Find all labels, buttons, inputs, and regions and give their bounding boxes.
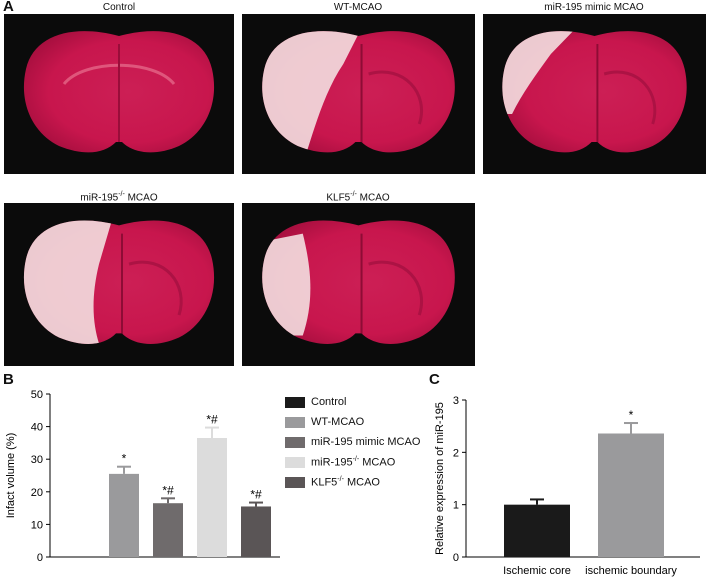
brain-section-photo <box>483 14 706 174</box>
y-tick-label: 20 <box>31 487 43 499</box>
photo-title: KLF5-/- MCAO <box>326 191 390 204</box>
significance-label: *# <box>162 483 174 497</box>
panel-c-letter: C <box>429 371 440 388</box>
legend-swatch <box>285 437 305 448</box>
legend-swatch <box>285 457 305 468</box>
legend-swatch <box>285 477 305 488</box>
category-label: ischemic boundary <box>585 565 677 577</box>
y-axis-label: Infact volume (%) <box>5 433 17 519</box>
legend-label: Control <box>311 396 347 408</box>
y-tick-label: 10 <box>31 519 43 531</box>
infarct-area <box>262 31 364 153</box>
y-tick-label: 1 <box>453 500 459 512</box>
y-tick-label: 2 <box>453 447 459 459</box>
photo-title: miR-195 mimic MCAO <box>544 2 644 13</box>
brain-section-photo <box>4 203 234 366</box>
legend-swatch <box>285 397 305 408</box>
photo-title: WT-MCAO <box>333 2 383 13</box>
y-tick-label: 0 <box>37 552 43 564</box>
y-tick-label: 50 <box>31 389 43 401</box>
brain-section-photo <box>4 14 234 174</box>
y-axis-label: Relative expression of miR-195 <box>434 402 446 555</box>
y-tick-label: 30 <box>31 454 43 466</box>
bar <box>598 433 664 557</box>
brain-section-photo <box>242 14 475 174</box>
y-tick-label: 40 <box>31 422 43 434</box>
legend-label: miR-195 mimic MCAO <box>311 436 421 448</box>
legend-label: KLF5-/- MCAO <box>311 476 380 489</box>
legend-label: miR-195-/- MCAO <box>311 456 396 469</box>
brain-tissue <box>262 220 455 344</box>
y-tick-label: 0 <box>453 552 459 564</box>
infarct-volume-chart: 0 10 20 30 40 50 Infact volume (%) * *# *# *# <box>5 389 280 564</box>
infarct-area <box>23 220 114 344</box>
category-label: Ischemic core <box>503 565 571 577</box>
significance-label: * <box>629 408 634 422</box>
infarct-area <box>262 233 311 336</box>
significance-label: * <box>122 452 127 466</box>
panel-b-letter: B <box>3 371 14 388</box>
brain-tissue <box>502 31 687 153</box>
bar <box>504 504 570 557</box>
significance-label: *# <box>250 488 262 502</box>
bar <box>241 506 271 557</box>
bar <box>153 503 183 557</box>
photo-title: miR-195-/- MCAO <box>80 191 158 204</box>
panel-a-letter: A <box>3 0 14 15</box>
bar <box>109 473 139 557</box>
legend-label: WT-MCAO <box>311 416 365 428</box>
brain-section-photo <box>242 203 475 366</box>
significance-label: *# <box>206 413 218 427</box>
y-tick-label: 3 <box>453 395 459 407</box>
bar <box>197 438 227 557</box>
legend-swatch <box>285 417 305 428</box>
mir195-expression-chart: 0 1 2 3 Relative expression of miR-195 Ischem… <box>434 395 700 577</box>
photo-title: Control <box>102 2 136 13</box>
